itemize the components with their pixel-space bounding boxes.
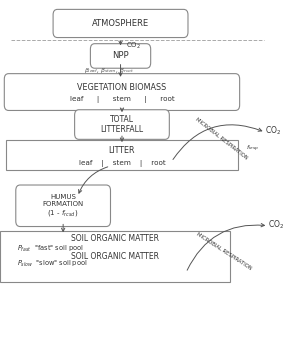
- Text: HUMUS
FORMATION
(1 - $f_{rcsd}$): HUMUS FORMATION (1 - $f_{rcsd}$): [42, 193, 84, 218]
- FancyBboxPatch shape: [75, 110, 169, 139]
- Text: $f_{resp}$: $f_{resp}$: [246, 144, 259, 154]
- Text: CO$_2$: CO$_2$: [126, 41, 141, 51]
- Text: leaf    |    stem    |    root: leaf | stem | root: [79, 160, 165, 167]
- FancyBboxPatch shape: [4, 74, 240, 110]
- Text: $\beta_{leaf}$, $\beta_{stem}$, $\beta_{root}$: $\beta_{leaf}$, $\beta_{stem}$, $\beta_{…: [84, 66, 134, 75]
- FancyBboxPatch shape: [53, 9, 188, 38]
- FancyBboxPatch shape: [0, 231, 230, 282]
- Text: VEGETATION BIOMASS: VEGETATION BIOMASS: [77, 83, 166, 92]
- Text: $P_{slow}$  "slow" soil pool: $P_{slow}$ "slow" soil pool: [17, 258, 88, 269]
- Text: CO$_2$: CO$_2$: [265, 125, 282, 137]
- Text: ATMOSPHERE: ATMOSPHERE: [92, 19, 149, 28]
- Text: SOIL ORGANIC MATTER: SOIL ORGANIC MATTER: [71, 235, 159, 243]
- Text: LITTER: LITTER: [109, 146, 135, 155]
- FancyBboxPatch shape: [6, 140, 238, 170]
- Text: SOIL ORGANIC MATTER: SOIL ORGANIC MATTER: [71, 252, 159, 261]
- FancyBboxPatch shape: [16, 185, 110, 227]
- Text: TOTAL
LITTERFALL: TOTAL LITTERFALL: [100, 115, 144, 134]
- Text: MICROBIAL RESPIRATION: MICROBIAL RESPIRATION: [194, 117, 248, 161]
- Text: CO$_2$: CO$_2$: [268, 218, 285, 231]
- Text: NPP: NPP: [112, 52, 129, 60]
- Text: MICROBIAL RESPIRATION: MICROBIAL RESPIRATION: [195, 231, 252, 271]
- Text: $P_{fast}$  "fast" soil pool: $P_{fast}$ "fast" soil pool: [17, 244, 84, 254]
- FancyBboxPatch shape: [90, 44, 151, 68]
- Text: leaf      |      stem      |      root: leaf | stem | root: [70, 96, 174, 104]
